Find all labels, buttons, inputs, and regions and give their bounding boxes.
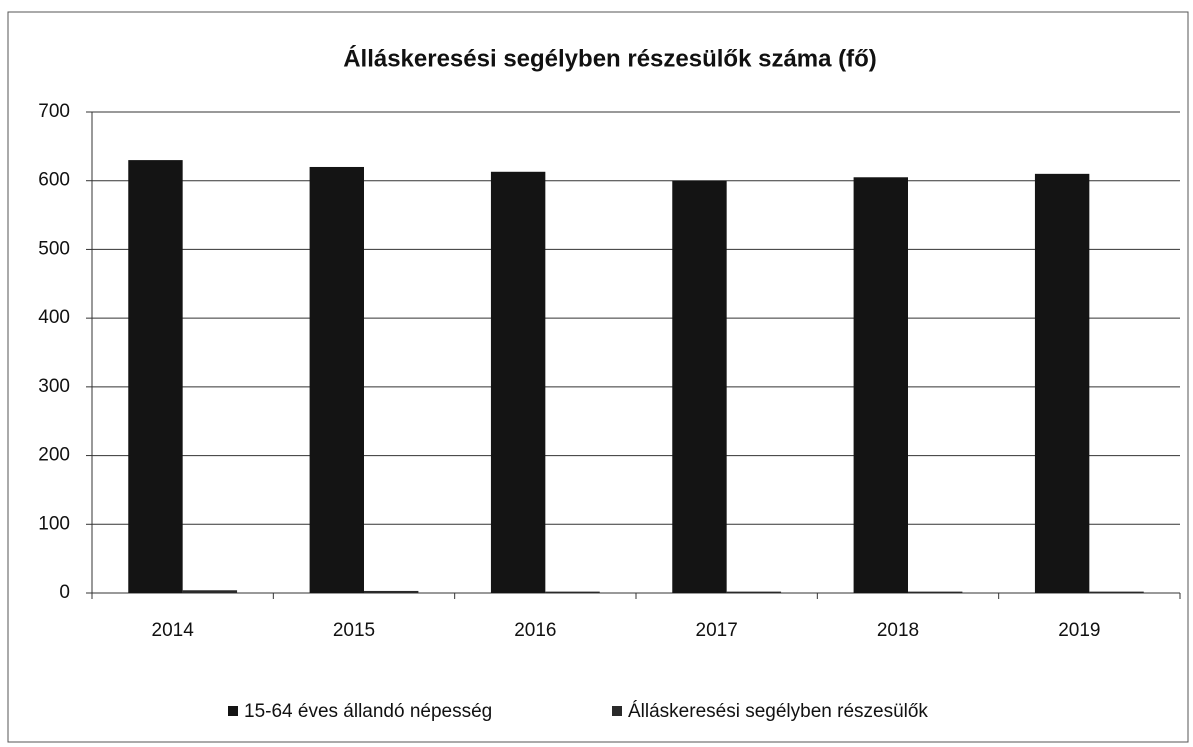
y-tick-label: 400	[38, 307, 70, 328]
y-tick-label: 700	[38, 101, 70, 122]
bar	[1034, 173, 1090, 594]
x-tick-label: 2018	[877, 620, 919, 641]
y-tick-label: 200	[38, 445, 70, 466]
legend-swatch	[612, 706, 622, 716]
bar	[182, 590, 238, 593]
bar	[545, 591, 600, 593]
y-tick-label: 600	[38, 170, 70, 191]
legend-label: 15-64 éves állandó népesség	[244, 701, 492, 722]
y-tick-label: 0	[59, 582, 70, 603]
y-tick-label: 100	[38, 513, 70, 534]
y-tick-label: 500	[38, 238, 70, 259]
legend-swatch	[228, 706, 238, 716]
x-tick-label: 2014	[152, 620, 195, 641]
y-tick-label: 300	[38, 376, 70, 397]
x-tick-label: 2019	[1058, 620, 1100, 641]
bar	[490, 171, 546, 593]
bar	[128, 160, 183, 593]
bar	[364, 590, 419, 593]
bar	[726, 591, 782, 593]
chart-title: Álláskeresési segélyben részesülők száma…	[343, 44, 877, 72]
bar	[853, 177, 908, 593]
chart-frame	[7, 11, 1189, 743]
x-tick-label: 2017	[696, 620, 738, 641]
bar	[908, 591, 963, 593]
bar	[672, 180, 727, 593]
bar	[1089, 591, 1144, 593]
bar	[309, 166, 364, 593]
x-tick-label: 2016	[514, 620, 556, 641]
legend-label: Álláskeresési segélyben részesülők	[628, 701, 928, 722]
x-tick-label: 2015	[333, 620, 375, 641]
